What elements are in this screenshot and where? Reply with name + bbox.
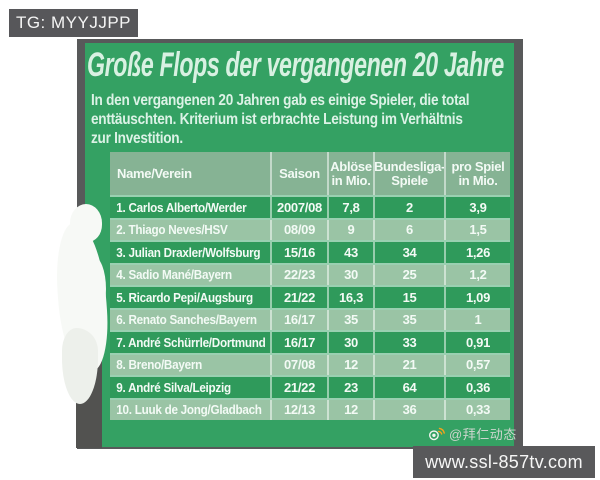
value-cell: 1,26: [444, 242, 510, 263]
table-row: 10. Luuk de Jong/Gladbach 12/13 12 36 0,33: [110, 399, 510, 420]
value-cell: 33: [373, 332, 444, 353]
table-row: 6. Renato Sanches/Bayern 16/17 35 35 1: [110, 309, 510, 330]
value-cell: 22/23: [270, 264, 327, 285]
value-cell: 3,9: [444, 197, 510, 218]
table-row: 2. Thiago Neves/HSV 08/09 9 6 1,5: [110, 219, 510, 240]
header-pro-spiel: pro Spiel in Mio.: [444, 152, 510, 195]
value-cell: 30: [327, 264, 373, 285]
value-cell: 0,57: [444, 354, 510, 375]
value-cell: 7,8: [327, 197, 373, 218]
value-cell: 12: [327, 399, 373, 420]
value-cell: 15: [373, 287, 444, 308]
value-cell: 16,3: [327, 287, 373, 308]
value-cell: 12: [327, 354, 373, 375]
table-row: 5. Ricardo Pepi/Augsburg 21/22 16,3 15 1,09: [110, 287, 510, 308]
player-cell: 8. Breno/Bayern: [116, 357, 202, 373]
value-cell: 08/09: [270, 219, 327, 240]
value-cell: 16/17: [270, 332, 327, 353]
header-saison: Saison: [270, 152, 327, 195]
value-cell: 2: [373, 197, 444, 218]
player-cell: 2. Thiago Neves/HSV: [116, 222, 228, 238]
flops-table-body: 1. Carlos Alberto/Werder 2007/08 7,8 2 3,9 2.…: [110, 197, 510, 420]
value-cell: 34: [373, 242, 444, 263]
value-cell: 12/13: [270, 399, 327, 420]
site-watermark-label: www.ssl-857tv.com: [413, 446, 595, 478]
value-cell: 35: [373, 309, 444, 330]
table-header-row: Name/Verein Saison Ablöse in Mio. Bundes…: [110, 152, 510, 195]
player-cell: 4. Sadio Mané/Bayern: [116, 267, 232, 283]
tg-watermark-text: TG: MYYJJPP: [15, 13, 132, 32]
value-cell: 1,5: [444, 219, 510, 240]
value-cell: 36: [373, 399, 444, 420]
weibo-handle: @拜仁动态: [449, 427, 517, 442]
player-cell: 3. Julian Draxler/Wolfsburg: [116, 244, 261, 260]
value-cell: 21/22: [270, 377, 327, 398]
value-cell: 30: [327, 332, 373, 353]
table-row: 7. André Schürrle/Dortmund 16/17 30 33 0,91: [110, 332, 510, 353]
value-cell: 2007/08: [270, 197, 327, 218]
site-watermark-text: www.ssl-857tv.com: [425, 451, 583, 472]
value-cell: 21: [373, 354, 444, 375]
photo-white-object: [62, 328, 98, 404]
flops-table: Name/Verein Saison Ablöse in Mio. Bundes…: [110, 152, 510, 420]
value-cell: 15/16: [270, 242, 327, 263]
header-bundesliga-spiele: Bundesliga- Spiele: [373, 152, 444, 195]
value-cell: 0,91: [444, 332, 510, 353]
value-cell: 1: [444, 309, 510, 330]
value-cell: 1,09: [444, 287, 510, 308]
header-name-verein: Name/Verein: [117, 165, 192, 181]
value-cell: 0,36: [444, 377, 510, 398]
player-cell: 1. Carlos Alberto/Werder: [116, 199, 247, 215]
player-cell: 5. Ricardo Pepi/Augsburg: [116, 289, 253, 305]
table-row: 1. Carlos Alberto/Werder 2007/08 7,8 2 3,9: [110, 197, 510, 218]
value-cell: 6: [373, 219, 444, 240]
player-cell: 10. Luuk de Jong/Gladbach: [116, 402, 262, 418]
table-row: 8. Breno/Bayern 07/08 12 21 0,57: [110, 354, 510, 375]
weibo-credit: @拜仁动态: [428, 424, 517, 443]
table-row: 4. Sadio Mané/Bayern 22/23 30 25 1,2: [110, 264, 510, 285]
value-cell: 0,33: [444, 399, 510, 420]
value-cell: 16/17: [270, 309, 327, 330]
player-cell: 6. Renato Sanches/Bayern: [116, 312, 257, 328]
header-abloese: Ablöse in Mio.: [327, 152, 373, 195]
infographic-title: Große Flops der vergangenen 20 Jahre: [87, 46, 504, 84]
player-cell: 9. André Silva/Leipzig: [116, 379, 231, 395]
value-cell: 07/08: [270, 354, 327, 375]
value-cell: 43: [327, 242, 373, 263]
table-row: 3. Julian Draxler/Wolfsburg 15/16 43 34 1,26: [110, 242, 510, 263]
value-cell: 25: [373, 264, 444, 285]
value-cell: 9: [327, 219, 373, 240]
value-cell: 1,2: [444, 264, 510, 285]
photo-white-object: [70, 204, 102, 242]
weibo-eye-icon: [428, 427, 445, 441]
value-cell: 23: [327, 377, 373, 398]
tg-watermark-label: TG: MYYJJPP: [9, 9, 138, 37]
value-cell: 35: [327, 309, 373, 330]
player-cell: 7. André Schürrle/Dortmund: [116, 334, 266, 350]
infographic-subtitle: In den vergangenen 20 Jahren gab es eini…: [91, 92, 470, 147]
photo-white-object: [80, 256, 106, 322]
value-cell: 64: [373, 377, 444, 398]
value-cell: 21/22: [270, 287, 327, 308]
table-row: 9. André Silva/Leipzig 21/22 23 64 0,36: [110, 377, 510, 398]
